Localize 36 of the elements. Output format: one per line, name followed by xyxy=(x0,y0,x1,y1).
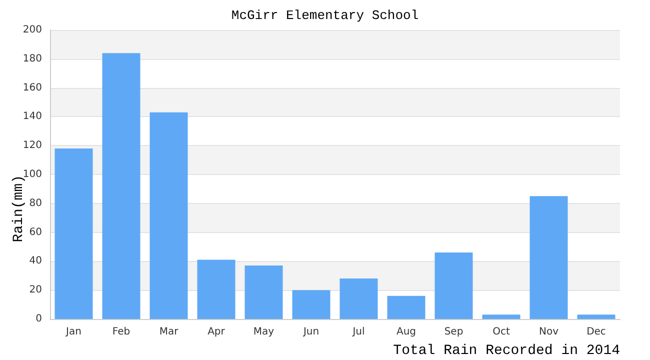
bar xyxy=(244,266,283,319)
bar xyxy=(577,314,616,319)
bar xyxy=(340,278,378,319)
bar xyxy=(197,260,236,319)
y-tick-label: 20 xyxy=(29,284,42,296)
x-tick-label: Jun xyxy=(302,326,320,338)
x-tick-label: Jan xyxy=(65,326,82,338)
chart-title: McGirr Elementary School xyxy=(231,8,419,23)
y-tick-label: 180 xyxy=(22,53,42,64)
y-tick-label: 120 xyxy=(22,140,42,152)
x-tick-label: Oct xyxy=(492,326,510,338)
x-tick-label: Nov xyxy=(538,326,559,338)
bar xyxy=(530,196,568,319)
bar xyxy=(54,148,93,319)
x-tick-label: Aug xyxy=(396,326,416,338)
x-tick-label: Mar xyxy=(159,326,180,338)
y-tick-label: 140 xyxy=(22,111,42,122)
bar xyxy=(102,53,140,319)
y-tick-label: 80 xyxy=(29,198,42,209)
y-tick-label: 40 xyxy=(29,256,42,267)
x-tick-label: May xyxy=(253,326,274,338)
x-tick-label: Dec xyxy=(586,326,606,338)
y-tick-label: 0 xyxy=(36,314,42,324)
y-tick-label: 200 xyxy=(22,24,42,36)
x-tick-label: Apr xyxy=(208,326,226,338)
y-tick-label: 60 xyxy=(29,226,42,238)
bar xyxy=(434,252,473,319)
bar xyxy=(387,296,426,319)
x-axis-title: Total Rain Recorded in 2014 xyxy=(393,343,620,359)
x-tick-label: Jul xyxy=(352,326,365,338)
y-tick-label: 160 xyxy=(22,82,42,94)
x-tick-label: Sep xyxy=(444,326,464,338)
bar xyxy=(292,290,330,319)
bar xyxy=(150,112,188,319)
bar xyxy=(482,314,520,319)
x-tick-label: Feb xyxy=(112,326,130,338)
